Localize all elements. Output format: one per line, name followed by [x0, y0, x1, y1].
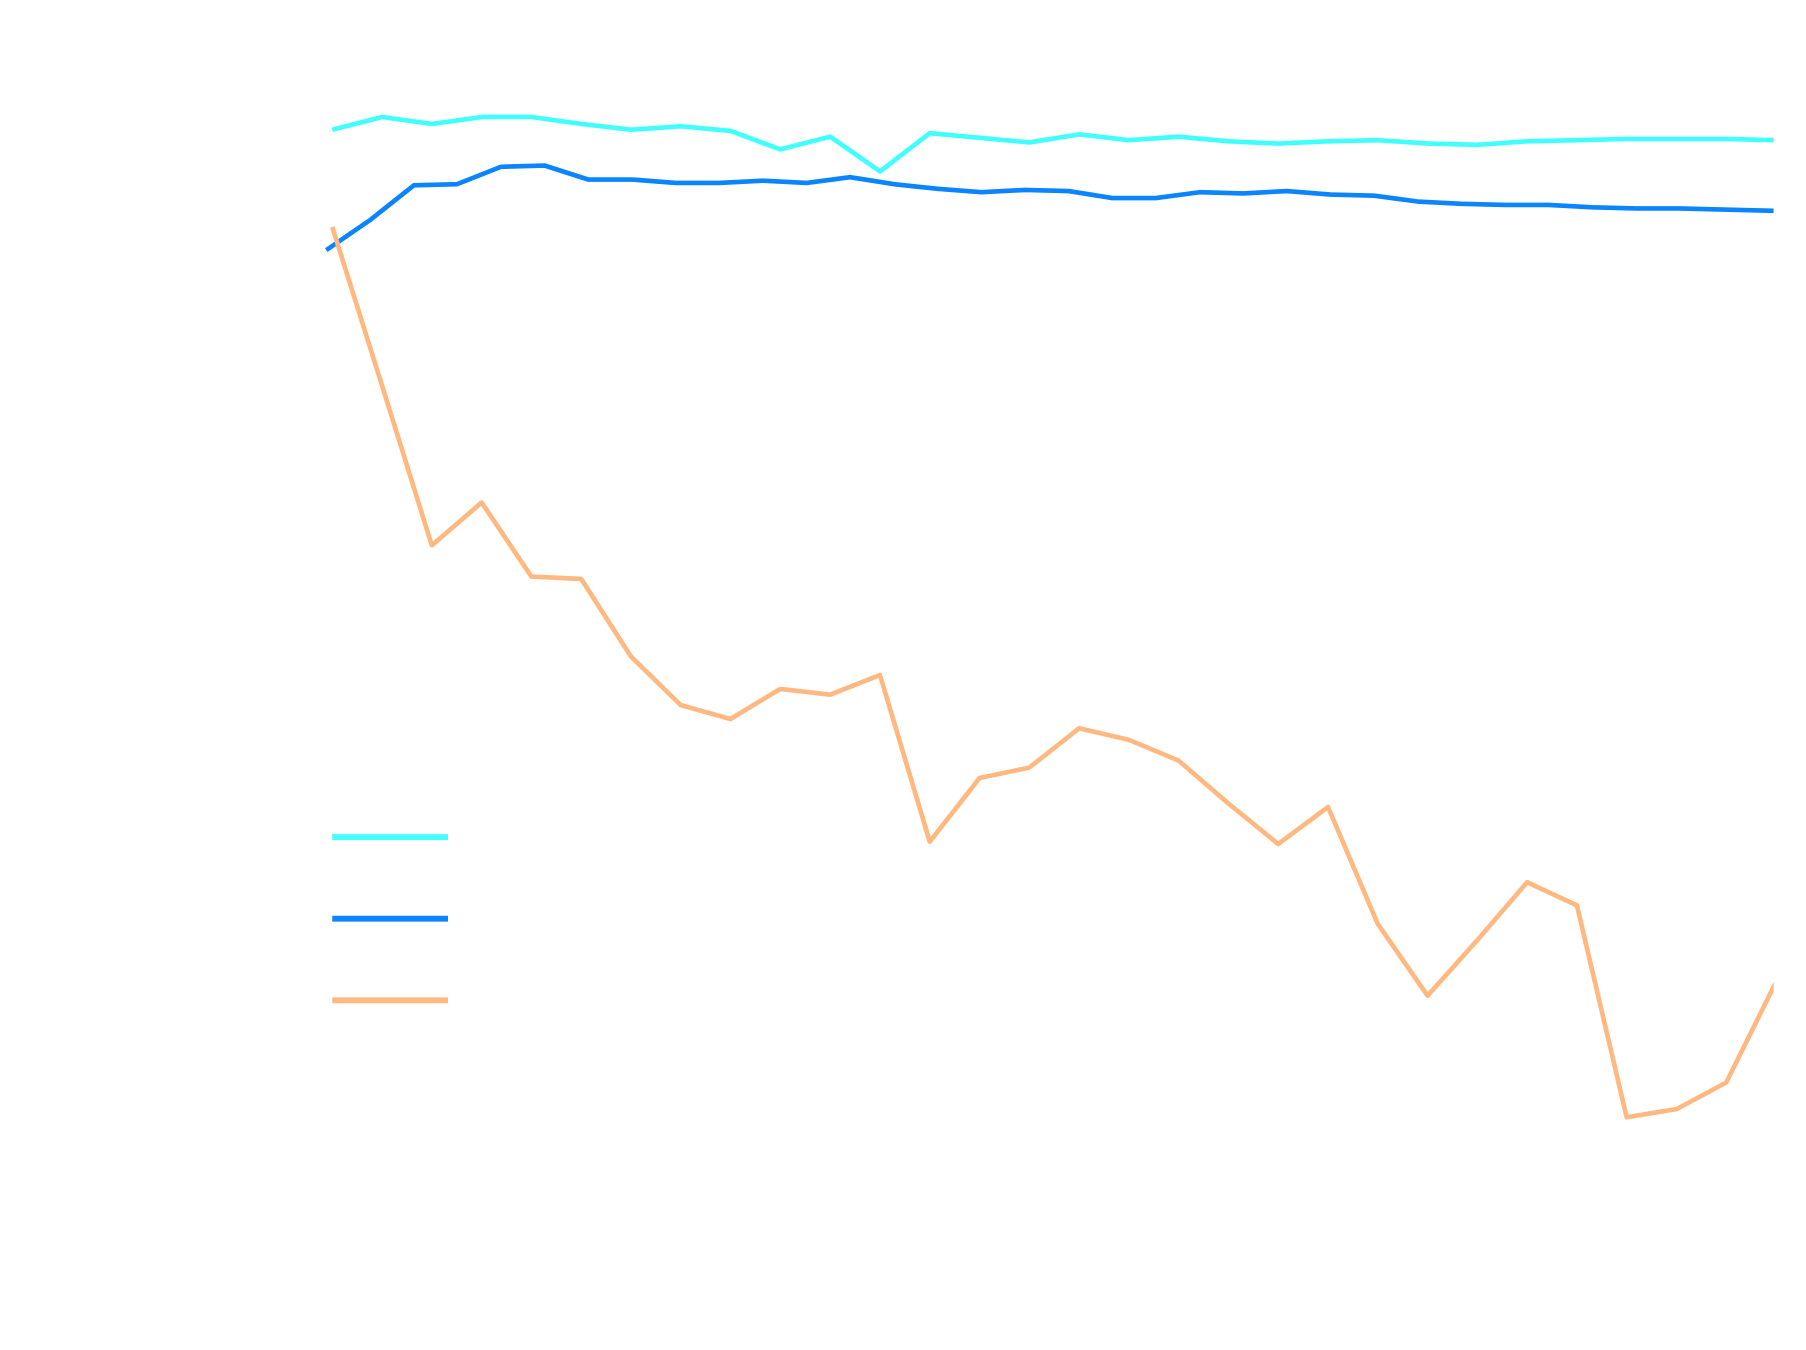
- series-line: [331, 114, 1774, 174]
- series-line: [330, 226, 1774, 1120]
- legend: [332, 834, 449, 1004]
- series-line: [324, 163, 1774, 253]
- plot-area: [324, 114, 1774, 1120]
